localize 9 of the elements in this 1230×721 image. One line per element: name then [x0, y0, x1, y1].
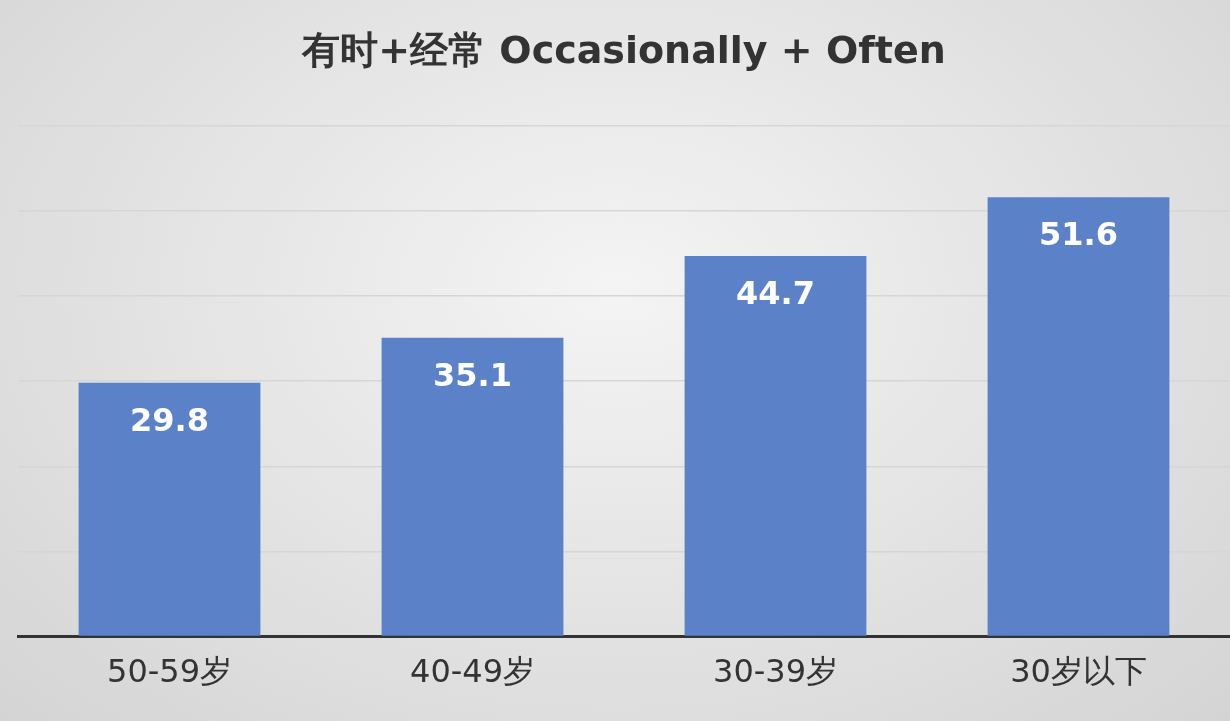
chart-title: 有时+经常 Occasionally + Often [301, 27, 946, 72]
x-tick-label: 30岁以下 [1010, 652, 1147, 691]
data-label: 29.8 [130, 401, 209, 440]
x-tick-label: 50-59岁 [107, 652, 232, 691]
x-tick-label: 40-49岁 [410, 652, 535, 691]
data-label: 51.6 [1039, 215, 1118, 254]
data-label: 35.1 [433, 355, 512, 394]
x-tick-label: 30-39岁 [713, 652, 838, 691]
data-label: 44.7 [736, 274, 815, 313]
